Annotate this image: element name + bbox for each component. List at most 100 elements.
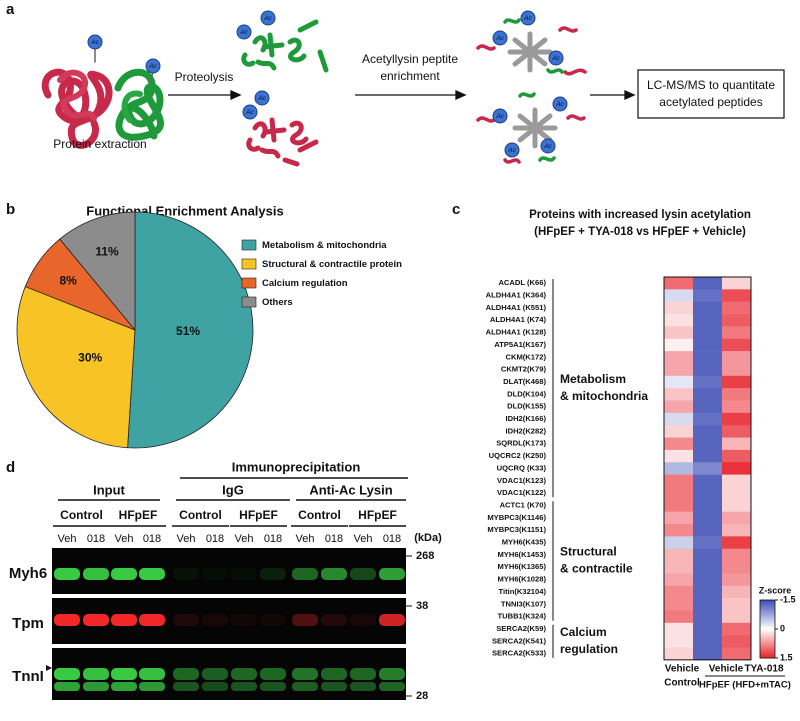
heatmap-cell — [693, 486, 723, 500]
band — [83, 568, 109, 580]
row-label: IDH2(K282) — [505, 426, 546, 435]
slice-label: 51% — [176, 324, 200, 338]
ac-badge — [552, 96, 568, 112]
colorbar-step — [760, 604, 775, 607]
colorbar-step — [760, 636, 775, 639]
heatmap-cell — [693, 289, 723, 302]
row-label: MYH6(K1365) — [497, 562, 546, 571]
band — [54, 668, 80, 680]
row-label: MYH6(K1028) — [497, 575, 546, 584]
heatmap-cell — [664, 536, 694, 549]
band — [139, 614, 165, 626]
heatmap-cell — [693, 351, 723, 364]
heatmap-cell — [693, 400, 723, 414]
band — [321, 682, 347, 691]
band — [321, 568, 347, 580]
heatmap-cell — [664, 425, 694, 438]
heatmap-cell — [693, 425, 723, 438]
legend-label: Calcium regulation — [262, 278, 348, 289]
lane-label: Veh — [235, 533, 254, 545]
workflow-arrows — [168, 89, 636, 101]
row-label: DLD(K155) — [507, 402, 546, 411]
heatmap-cell — [722, 573, 752, 587]
row-label: UQCRQ (K33) — [497, 463, 547, 472]
heatmap-cell — [664, 289, 694, 302]
row-label: CKM(K172) — [505, 352, 546, 361]
band — [139, 668, 165, 680]
row-label: VDAC1(K122) — [497, 488, 546, 497]
colorbar-step — [760, 629, 775, 631]
ac-badge — [254, 90, 270, 106]
band — [260, 682, 286, 691]
band — [379, 568, 405, 580]
heatmap-cell — [722, 326, 752, 340]
heatmap-cell — [664, 388, 694, 401]
colorbar-step — [760, 617, 775, 620]
band — [54, 614, 80, 626]
heatmap-cell — [722, 536, 752, 549]
heatmap-cell — [693, 536, 723, 549]
heatmap-cell — [722, 548, 752, 562]
colorbar-step — [760, 611, 775, 614]
colorbar-step — [760, 639, 775, 641]
colorbar-step — [760, 620, 775, 623]
heatmap-cell — [664, 363, 694, 377]
colorbar-step — [760, 655, 775, 657]
colorbar-step — [760, 640, 775, 643]
pie-slice — [59, 211, 136, 332]
heatmap-cell — [664, 598, 694, 611]
band — [83, 614, 109, 626]
colorbar-step — [760, 624, 775, 627]
band — [260, 568, 286, 580]
row-label: Titin(K32104) — [498, 587, 546, 596]
heatmap-cell — [693, 388, 723, 401]
colorbar-step — [760, 627, 775, 630]
ac-label: Ac — [523, 15, 532, 22]
step-label: Proteolysis — [175, 70, 234, 84]
row-label: SERCA2(K541) — [492, 636, 546, 645]
heatmap-cell — [722, 351, 752, 364]
heatmap-cell — [693, 622, 723, 636]
band — [111, 668, 137, 680]
group-label: Control — [60, 508, 103, 522]
band — [292, 682, 318, 691]
group-label: HFpEF — [358, 508, 397, 522]
colorbar-step — [760, 610, 775, 612]
slice-label: 11% — [95, 244, 119, 258]
heatmap-cell — [722, 561, 752, 574]
heatmap-cell — [664, 351, 694, 364]
colorbar-step — [760, 650, 775, 653]
lane-label: Veh — [296, 533, 315, 545]
colorbar-step — [760, 653, 775, 656]
ac-badge — [492, 108, 508, 124]
heatmap-cell — [722, 412, 752, 426]
band — [350, 568, 376, 580]
band — [260, 668, 286, 680]
band — [173, 668, 199, 680]
heatmap-cell — [664, 610, 694, 624]
heatmap-cell — [722, 388, 752, 401]
lane-label: Veh — [177, 533, 196, 545]
legend-swatch — [241, 277, 257, 289]
column-label: TYA-018 — [744, 664, 784, 675]
band — [260, 614, 286, 626]
band — [54, 682, 80, 691]
row-label: SERCA2(K533) — [492, 649, 546, 658]
colorbar-step — [760, 643, 775, 646]
heatmap-cell — [664, 573, 694, 587]
slice-label: 8% — [60, 274, 78, 288]
row-label: VDAC1(K123) — [497, 476, 546, 485]
blot-label: TnnI — [12, 668, 44, 685]
band — [321, 668, 347, 680]
colorbar-step — [760, 607, 775, 610]
ac-label: Ac — [263, 15, 272, 22]
band — [173, 568, 199, 580]
heatmap-cell — [693, 314, 723, 327]
ac-badge — [548, 50, 564, 66]
heatmap-cell — [693, 437, 723, 451]
band — [111, 682, 137, 691]
pie-slice — [127, 211, 254, 449]
row-label: IDH2(K166) — [505, 414, 546, 423]
row-label: ALDH4A1 (K551) — [486, 303, 547, 312]
group-label: Calcium — [560, 625, 607, 639]
